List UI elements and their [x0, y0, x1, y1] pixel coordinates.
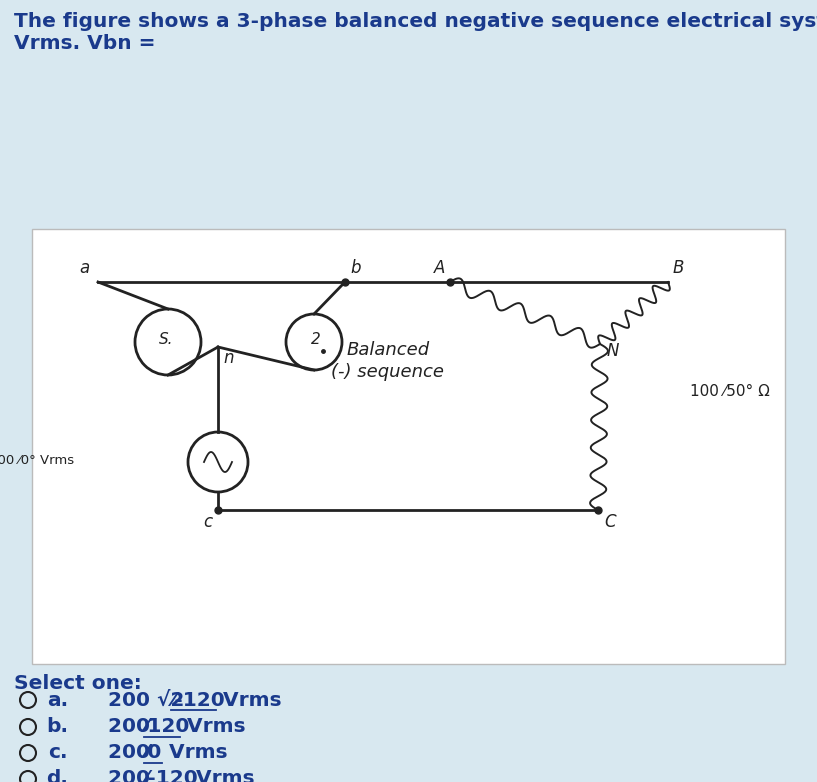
Text: Select one:: Select one: [14, 674, 142, 693]
FancyBboxPatch shape [32, 229, 785, 664]
Text: Vrms: Vrms [180, 718, 246, 737]
Text: N: N [607, 342, 619, 360]
Text: ⁄120: ⁄120 [144, 718, 190, 737]
Text: S.: S. [158, 332, 173, 346]
Text: c.: c. [48, 744, 68, 762]
Text: 200 √2: 200 √2 [108, 691, 191, 709]
Text: B: B [673, 259, 685, 277]
Text: Balanced: Balanced [346, 341, 430, 359]
Text: ⁄-120: ⁄-120 [171, 691, 225, 709]
Text: b: b [350, 259, 360, 277]
Text: ⁄0: ⁄0 [144, 744, 162, 762]
Text: 2: 2 [311, 332, 321, 346]
Text: Vrms: Vrms [216, 691, 282, 709]
Text: b.: b. [46, 718, 68, 737]
Text: n: n [223, 349, 234, 367]
Text: C: C [604, 513, 616, 531]
Text: 200: 200 [108, 769, 157, 782]
Text: A: A [434, 259, 445, 277]
Text: Vrms: Vrms [162, 744, 228, 762]
Text: 200: 200 [108, 744, 157, 762]
Text: The figure shows a 3-phase balanced negative sequence electrical system. Vcn = 2: The figure shows a 3-phase balanced nega… [14, 12, 817, 31]
Text: Vrms. Vbn =: Vrms. Vbn = [14, 34, 155, 53]
Text: ⁄-120: ⁄-120 [144, 769, 198, 782]
Text: 100 ⁄50° Ω: 100 ⁄50° Ω [690, 385, 770, 400]
Text: a.: a. [47, 691, 68, 709]
Text: a: a [80, 259, 90, 277]
Text: c: c [203, 513, 212, 531]
Text: 200 ⁄0° Vrms: 200 ⁄0° Vrms [0, 454, 74, 467]
Text: (-) sequence: (-) sequence [332, 363, 444, 381]
Text: d.: d. [46, 769, 68, 782]
Text: Vrms: Vrms [189, 769, 255, 782]
Text: 200: 200 [108, 718, 157, 737]
